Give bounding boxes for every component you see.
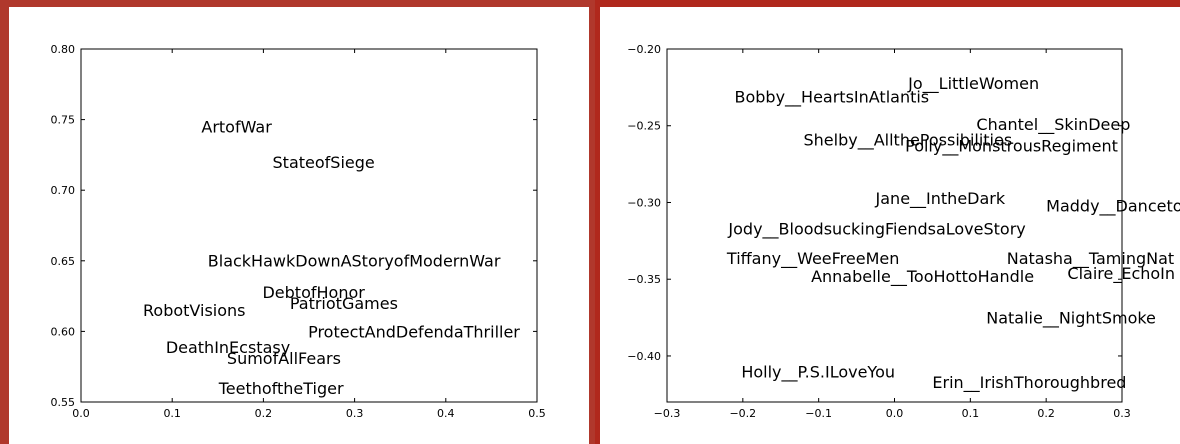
right-y-tick-label: −0.25 [627, 120, 661, 133]
left-point-label: BlackHawkDownAStoryofModernWar [208, 252, 501, 271]
right-point-label: Natasha__TamingNat [1007, 249, 1174, 269]
right-y-tick-label: −0.35 [627, 273, 661, 286]
right-y-tick-label: −0.20 [627, 43, 661, 56]
left-x-tick-label: 0.4 [437, 407, 455, 420]
left-point-label: StateofSiege [273, 153, 375, 172]
left-x-tick-label: 0.0 [72, 407, 90, 420]
left-y-tick-label: 0.80 [51, 43, 76, 56]
right-x-tick-label: 0.2 [1037, 407, 1055, 420]
left-scatter-chart: 0.0 0.1 0.2 0.3 0.4 0.5 0.55 0.60 0.65 0.70 0.75 0.… [51, 43, 546, 420]
left-point-label: DebtofHonor [262, 283, 365, 302]
right-point-label: Bobby__HeartsInAtlantis [734, 88, 929, 108]
left-y-tick-label: 0.70 [51, 184, 76, 197]
right-x-tick-label: −0.1 [805, 407, 832, 420]
right-point-label: Erin__IrishThoroughbred [932, 373, 1126, 393]
right-chart-panel: −0.3 −0.2 −0.1 0.0 0.1 0.2 0.3 −0.40 −0.35 −0.30 −… [595, 0, 1180, 444]
right-point-label: Chantel__SkinDeep [976, 115, 1130, 135]
right-point-label: Claire_EchoIn [1067, 264, 1175, 284]
left-point-label: SumofAllFears [227, 349, 341, 368]
right-y-tick-label: −0.40 [627, 350, 661, 363]
right-panel-frame [595, 0, 1180, 444]
right-point-label: Jody__BloodsuckingFiendsaLoveStory [727, 220, 1025, 240]
right-y-tick-label: −0.30 [627, 196, 661, 209]
left-y-tick-label: 0.55 [51, 396, 76, 409]
right-point-label: Jane__IntheDark [875, 189, 1006, 209]
right-x-tick-label: 0.3 [1113, 407, 1131, 420]
left-chart-panel: 0.0 0.1 0.2 0.3 0.4 0.5 0.55 0.60 0.65 0.70 0.75 0.… [0, 0, 595, 444]
right-x-tick-label: 0.1 [962, 407, 980, 420]
left-x-tick-label: 0.3 [346, 407, 364, 420]
right-point-label: Jo__LittleWomen [907, 74, 1039, 94]
right-x-tick-label: 0.0 [886, 407, 904, 420]
right-point-label: Maddy__Danceto [1046, 197, 1180, 217]
right-point-label: Annabelle__TooHottoHandle [811, 267, 1034, 287]
right-point-label: Holly__P.S.ILoveYou [741, 362, 895, 382]
right-point-label: Shelby__AllthePossibilities [804, 131, 1013, 151]
left-panel-frame [0, 0, 595, 444]
left-point-label: PatriotGames [290, 294, 398, 313]
left-plot-area [80, 48, 538, 403]
right-x-tick-label: −0.3 [654, 407, 681, 420]
left-point-label: DeathInEcstasy [166, 338, 290, 357]
left-y-tick-label: 0.75 [51, 114, 76, 127]
right-point-label: Tiffany__WeeFreeMen [726, 249, 899, 269]
left-x-tick-label: 0.2 [255, 407, 273, 420]
left-y-tick-label: 0.65 [51, 255, 76, 268]
left-point-label: RobotVisions [143, 301, 246, 320]
right-point-label: Polly__MonstrousRegiment [905, 137, 1118, 157]
left-y-tick-label: 0.60 [51, 325, 76, 338]
left-x-tick-label: 0.5 [528, 407, 546, 420]
right-x-tick-label: −0.2 [729, 407, 756, 420]
right-scatter-chart: −0.3 −0.2 −0.1 0.0 0.1 0.2 0.3 −0.40 −0.35 −0.30 −… [627, 43, 1180, 420]
left-point-label: TeethoftheTiger [218, 379, 344, 398]
right-point-label: Natalie__NightSmoke [986, 309, 1156, 329]
left-point-label: ArtofWar [201, 118, 272, 137]
left-x-tick-label: 0.1 [163, 407, 181, 420]
left-point-label: ProtectAndDefendaThriller [308, 322, 520, 341]
